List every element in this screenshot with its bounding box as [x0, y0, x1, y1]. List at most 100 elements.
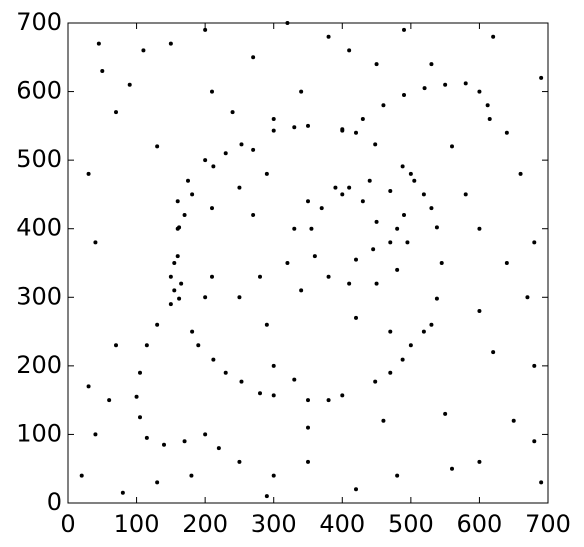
point	[96, 41, 101, 46]
point	[120, 490, 125, 495]
point	[107, 398, 112, 403]
point	[354, 487, 358, 492]
point	[271, 128, 276, 133]
y-tick-label: 400	[16, 214, 62, 242]
point	[463, 192, 468, 197]
point	[309, 226, 314, 231]
point	[179, 281, 184, 286]
point	[138, 370, 142, 375]
x-tick-label: 500	[388, 510, 434, 538]
point	[371, 247, 376, 252]
point	[172, 288, 177, 293]
point	[434, 225, 439, 230]
point	[299, 89, 304, 94]
point	[400, 357, 405, 362]
point	[292, 226, 297, 231]
point	[395, 473, 400, 478]
y-tick-label: 700	[16, 8, 62, 36]
point	[258, 391, 262, 396]
point	[504, 130, 509, 135]
point	[251, 213, 256, 217]
point	[491, 350, 496, 355]
point	[354, 130, 358, 135]
point	[421, 329, 426, 334]
point	[190, 192, 195, 197]
point	[271, 393, 276, 398]
point	[306, 199, 310, 204]
point	[381, 418, 386, 423]
x-tick-label: 300	[251, 510, 297, 538]
point	[381, 103, 386, 108]
point	[402, 93, 406, 97]
point	[264, 322, 269, 327]
point	[203, 432, 208, 437]
point	[408, 343, 413, 348]
point	[237, 295, 242, 300]
point	[539, 480, 544, 485]
point	[162, 442, 166, 447]
point	[239, 142, 244, 147]
point	[477, 226, 482, 231]
point	[511, 418, 516, 423]
point	[402, 213, 406, 217]
point	[271, 473, 276, 478]
point	[138, 415, 142, 420]
x-tick-label: 0	[60, 510, 75, 538]
point	[79, 473, 84, 478]
point	[477, 89, 482, 94]
point	[367, 178, 372, 183]
plot-frame	[67, 22, 549, 504]
point	[168, 302, 173, 307]
point	[347, 281, 352, 286]
point	[182, 213, 187, 217]
point	[477, 459, 482, 464]
point	[258, 274, 262, 279]
point	[292, 377, 297, 382]
point	[306, 398, 310, 403]
point	[434, 296, 439, 301]
point	[172, 261, 177, 265]
point	[168, 41, 173, 46]
y-tick-label: 600	[16, 77, 62, 105]
point	[251, 55, 256, 60]
point	[114, 110, 118, 115]
point	[186, 178, 190, 183]
point	[175, 226, 180, 231]
point	[251, 147, 256, 152]
point	[408, 171, 413, 176]
point	[203, 27, 208, 32]
point	[271, 363, 276, 368]
x-tick-label: 100	[114, 510, 160, 538]
point	[412, 178, 417, 183]
point	[439, 261, 444, 265]
point	[144, 343, 149, 348]
y-tick-label: 300	[16, 282, 62, 310]
point	[168, 274, 173, 279]
point	[491, 34, 496, 39]
point	[388, 329, 393, 334]
point	[518, 171, 523, 176]
point	[405, 240, 410, 245]
point	[134, 394, 139, 399]
point	[93, 240, 98, 245]
point	[326, 274, 331, 279]
point	[485, 103, 490, 108]
point	[86, 171, 91, 176]
x-tick-label: 600	[457, 510, 503, 538]
point	[285, 261, 290, 265]
point	[326, 34, 331, 39]
point	[127, 82, 132, 87]
point	[354, 257, 358, 262]
point	[532, 439, 537, 444]
point	[175, 254, 180, 259]
point	[333, 185, 338, 190]
y-tick-label: 200	[16, 351, 62, 379]
point	[443, 411, 448, 416]
y-tick-label: 100	[16, 419, 62, 447]
point	[429, 62, 434, 67]
point	[347, 185, 352, 190]
point	[463, 81, 468, 86]
point	[388, 370, 393, 375]
point	[210, 206, 214, 211]
point	[285, 21, 290, 25]
